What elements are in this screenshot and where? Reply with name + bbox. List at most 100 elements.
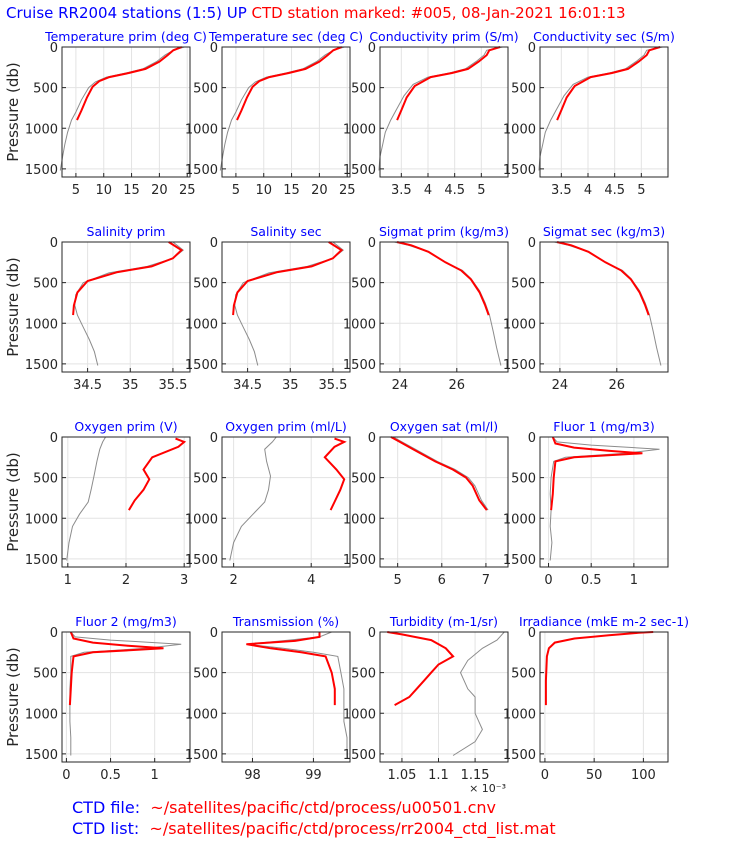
subplot-5: 34.5 35 35.5 0 500 1000 1500 Salinity prim Press… <box>4 224 191 393</box>
y-tick-label: 1500 <box>25 358 58 373</box>
other-stations-profile <box>538 46 663 171</box>
y-tick-label: 500 <box>511 667 536 682</box>
x-tick-label: 15 <box>283 183 300 198</box>
y-tick-label: 1000 <box>503 122 536 137</box>
x-tick-label: 0.5 <box>581 573 602 588</box>
x-tick-label: 1.1 <box>428 768 449 783</box>
subplot-title: Conductivity sec (S/m) <box>533 29 675 44</box>
y-tick-label: 1500 <box>185 553 218 568</box>
y-tick-label: 500 <box>193 277 218 292</box>
x-tick-label: 0.5 <box>100 768 121 783</box>
subplot-title: Oxygen sat (ml/l) <box>390 419 498 434</box>
x-tick-label: 0 <box>62 768 70 783</box>
axes-box <box>221 631 351 763</box>
x-tick-label: 24 <box>552 378 569 393</box>
y-axis-label: Pressure (db) <box>4 647 22 747</box>
y-tick-label: 1000 <box>503 317 536 332</box>
y-axis-label: Pressure (db) <box>4 257 22 357</box>
y-tick-label: 500 <box>511 277 536 292</box>
x-tick-label: 4 <box>307 573 315 588</box>
x-tick-label: 3.5 <box>391 183 412 198</box>
subplot-15: 1.05 1.1 1.15× 10⁻³ 0 500 1000 1500 Turbidity (… <box>343 614 509 795</box>
x-tick-label: 25 <box>339 183 356 198</box>
x-tick-label: 34.5 <box>233 378 262 393</box>
marked-station-profile <box>68 631 164 706</box>
y-tick-label: 0 <box>528 626 536 641</box>
subplot-title: Sigmat sec (kg/m3) <box>543 224 665 239</box>
cruise-title: Cruise RR2004 stations (1:5) UP <box>6 4 252 22</box>
y-tick-label: 1500 <box>503 358 536 373</box>
axes-box <box>539 631 669 763</box>
marked-station-profile <box>390 436 488 511</box>
axes-box <box>61 241 191 373</box>
y-tick-label: 1000 <box>185 122 218 137</box>
y-tick-label: 1000 <box>25 707 58 722</box>
marked-station-profile <box>556 241 650 316</box>
y-tick-label: 500 <box>511 82 536 97</box>
x-tick-label: 1 <box>151 768 159 783</box>
x-tick-label: 26 <box>609 378 626 393</box>
subplot-title: Salinity sec <box>250 224 321 239</box>
x-tick-label: 1.15 <box>461 768 490 783</box>
x-tick-label: 0 <box>544 573 552 588</box>
x-tick-label: 5 <box>232 183 240 198</box>
y-tick-label: 1000 <box>185 707 218 722</box>
y-tick-label: 500 <box>351 667 376 682</box>
ctd-list-label: CTD list: <box>72 819 140 838</box>
x-tick-label: 3 <box>180 573 188 588</box>
other-stations-profile <box>66 436 107 561</box>
y-tick-label: 1500 <box>503 748 536 763</box>
y-tick-label: 1500 <box>343 748 376 763</box>
marked-station-profile <box>128 437 187 511</box>
subplot-3: 3.5 4 4.5 5 0 500 1000 1500 Conductivity prim (S… <box>343 29 519 198</box>
y-tick-label: 1000 <box>343 122 376 137</box>
y-tick-label: 0 <box>528 236 536 251</box>
x-tick-label: 5 <box>477 183 485 198</box>
other-stations-profile <box>378 46 503 171</box>
x-tick-label: 24 <box>392 378 409 393</box>
y-tick-label: 1500 <box>25 163 58 178</box>
y-tick-label: 0 <box>528 431 536 446</box>
y-tick-label: 1500 <box>503 553 536 568</box>
x-tick-label: 35 <box>122 378 139 393</box>
x-scale-label: × 10⁻³ <box>469 782 506 795</box>
subplot-2: 5 10 15 20 25 0 500 1000 1500 Temperature sec (de… <box>185 29 363 198</box>
other-stations-profile <box>69 631 182 756</box>
x-tick-label: 98 <box>244 768 261 783</box>
y-tick-label: 1500 <box>185 163 218 178</box>
y-tick-label: 1000 <box>185 317 218 332</box>
x-tick-label: 25 <box>179 183 196 198</box>
marked-station-profile <box>556 46 661 121</box>
subplot-title: Turbidity (m-1/sr) <box>389 614 498 629</box>
station-title: CTD station marked: #005, 08-Jan-2021 16… <box>251 4 626 22</box>
y-tick-label: 1000 <box>25 512 58 527</box>
axes-box <box>221 436 351 568</box>
subplot-7: 24 26 0 500 1000 1500 Sigmat prim (kg/m3) <box>343 224 509 393</box>
y-tick-label: 1500 <box>25 748 58 763</box>
x-tick-label: 6 <box>438 573 446 588</box>
y-tick-label: 0 <box>50 41 58 56</box>
x-tick-label: 5 <box>637 183 645 198</box>
axes-box <box>61 631 191 763</box>
x-tick-label: 7 <box>482 573 490 588</box>
subplot-14: 98 99 0 500 1000 1500 Transmission (%) <box>185 614 351 783</box>
y-tick-label: 500 <box>193 667 218 682</box>
y-tick-label: 0 <box>368 236 376 251</box>
x-tick-label: 15 <box>123 183 140 198</box>
axes-box <box>379 631 509 763</box>
subplot-11: 5 6 7 0 500 1000 1500 Oxygen sat (ml/l) <box>343 419 509 588</box>
subplot-title: Salinity prim <box>87 224 166 239</box>
subplot-4: 3.5 4 4.5 5 0 500 1000 1500 Conductivity sec (S/… <box>503 29 675 198</box>
marked-station-profile <box>246 632 336 706</box>
y-tick-label: 1000 <box>343 707 376 722</box>
axes-box <box>379 241 509 373</box>
y-tick-label: 1000 <box>503 512 536 527</box>
y-tick-label: 0 <box>50 236 58 251</box>
figure-title: Cruise RR2004 stations (1:5) UP CTD stat… <box>6 4 625 22</box>
y-tick-label: 500 <box>193 82 218 97</box>
x-tick-label: 2 <box>122 573 130 588</box>
subplot-9: 1 2 3 0 500 1000 1500 Oxygen prim (V) Pressure (… <box>4 419 191 588</box>
x-tick-label: 5 <box>394 573 402 588</box>
axes-box <box>221 241 351 373</box>
